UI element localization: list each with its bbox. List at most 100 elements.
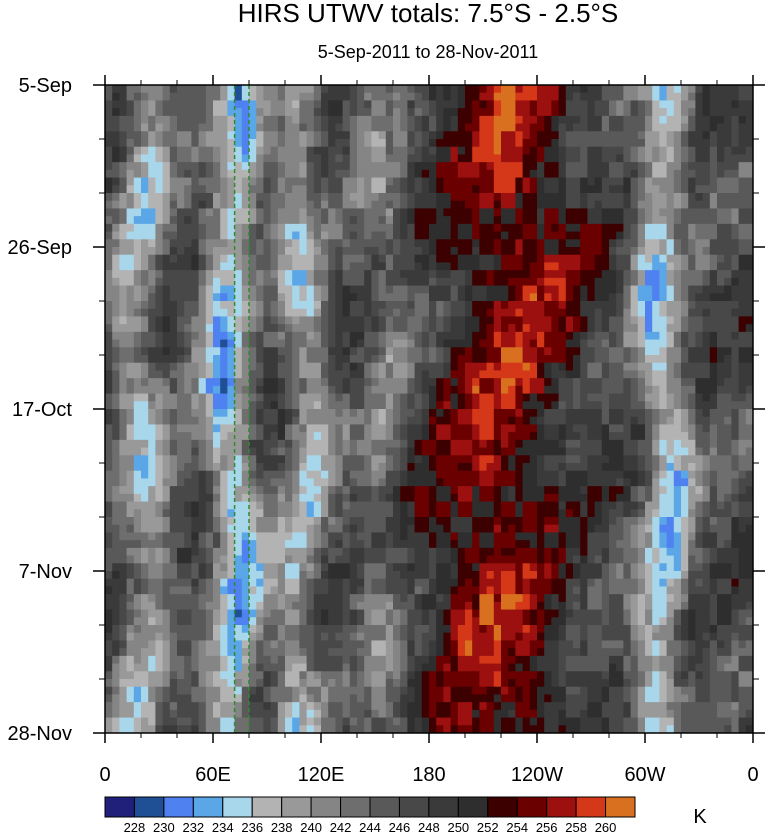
heatmap-cell	[155, 324, 163, 333]
heatmap-cell	[745, 439, 753, 448]
heatmap-cell	[580, 208, 588, 217]
heatmap-cell	[414, 115, 423, 124]
heatmap-cell	[558, 208, 567, 217]
heatmap-cell	[731, 455, 739, 464]
heatmap-cell	[112, 409, 120, 418]
heatmap-cell	[645, 316, 653, 325]
heatmap-cell	[349, 293, 358, 302]
heatmap-cell	[594, 324, 603, 333]
heatmap-cell	[335, 432, 343, 441]
heatmap-cell	[393, 378, 401, 387]
heatmap-cell	[529, 416, 538, 425]
heatmap-cell	[249, 316, 257, 325]
heatmap-cell	[169, 200, 178, 209]
heatmap-cell	[508, 146, 516, 155]
heatmap-cell	[652, 416, 660, 425]
heatmap-cell	[205, 339, 214, 348]
heatmap-cell	[450, 200, 459, 209]
heatmap-cell	[364, 85, 372, 94]
heatmap-cell	[162, 493, 171, 502]
heatmap-cell	[241, 92, 250, 101]
heatmap-cell	[313, 223, 322, 232]
heatmap-cell	[486, 123, 495, 132]
heatmap-cell	[580, 131, 588, 140]
heatmap-cell	[573, 501, 581, 510]
heatmap-cell	[637, 131, 646, 140]
heatmap-cell	[573, 470, 581, 479]
heatmap-cell	[342, 378, 351, 387]
heatmap-cell	[508, 254, 516, 263]
heatmap-cell	[630, 385, 639, 394]
heatmap-cell	[587, 131, 595, 140]
heatmap-cell	[573, 154, 581, 163]
heatmap-cell	[472, 416, 480, 425]
heatmap-cell	[270, 447, 279, 456]
heatmap-cell	[537, 470, 545, 479]
heatmap-cell	[688, 139, 696, 148]
heatmap-cell	[241, 409, 250, 418]
heatmap-cell	[299, 277, 307, 286]
heatmap-cell	[414, 409, 423, 418]
heatmap-cell	[738, 362, 747, 371]
heatmap-cell	[184, 478, 192, 487]
heatmap-cell	[522, 92, 531, 101]
heatmap-cell	[112, 254, 120, 263]
heatmap-cell	[357, 370, 365, 379]
heatmap-cell	[724, 439, 732, 448]
heatmap-cell	[508, 362, 516, 371]
heatmap-cell	[335, 216, 343, 225]
heatmap-cell	[479, 193, 487, 202]
heatmap-cell	[529, 270, 538, 279]
heatmap-cell	[148, 247, 156, 256]
heatmap-cell	[378, 123, 387, 132]
heatmap-cell	[385, 200, 394, 209]
heatmap-cell	[493, 385, 502, 394]
heatmap-cell	[465, 92, 473, 101]
heatmap-cell	[385, 154, 394, 163]
heatmap-cell	[450, 193, 459, 202]
heatmap-cell	[522, 185, 531, 194]
heatmap-cell	[695, 463, 703, 472]
heatmap-cell	[731, 331, 739, 340]
heatmap-cell	[342, 324, 351, 333]
heatmap-cell	[256, 493, 264, 502]
heatmap-cell	[328, 262, 336, 271]
heatmap-cell	[443, 108, 451, 117]
heatmap-cell	[105, 277, 113, 286]
heatmap-cell	[717, 216, 725, 225]
heatmap-cell	[429, 370, 437, 379]
heatmap-cell	[594, 355, 603, 364]
heatmap-cell	[508, 115, 516, 124]
heatmap-cell	[457, 216, 466, 225]
heatmap-cell	[630, 416, 639, 425]
heatmap-cell	[184, 385, 192, 394]
heatmap-cell	[609, 146, 617, 155]
heatmap-cell	[198, 316, 207, 325]
heatmap-cell	[738, 146, 747, 155]
heatmap-cell	[191, 370, 199, 379]
heatmap-cell	[637, 501, 646, 510]
heatmap-cell	[191, 193, 199, 202]
heatmap-cell	[580, 331, 588, 340]
heatmap-cell	[155, 177, 163, 186]
heatmap-cell	[544, 424, 552, 433]
heatmap-cell	[133, 463, 142, 472]
heatmap-cell	[162, 455, 171, 464]
heatmap-cell	[529, 478, 538, 487]
heatmap-cell	[616, 501, 624, 510]
heatmap-cell	[249, 270, 257, 279]
heatmap-cell	[220, 486, 228, 495]
heatmap-cell	[515, 92, 523, 101]
heatmap-cell	[328, 409, 336, 418]
heatmap-cell	[558, 262, 567, 271]
heatmap-cell	[241, 416, 250, 425]
heatmap-cell	[457, 370, 466, 379]
heatmap-cell	[673, 216, 682, 225]
heatmap-cell	[731, 169, 739, 178]
heatmap-cell	[659, 154, 667, 163]
heatmap-cell	[493, 216, 502, 225]
heatmap-cell	[501, 193, 509, 202]
heatmap-cell	[551, 285, 559, 294]
heatmap-cell	[717, 409, 725, 418]
heatmap-cell	[364, 424, 372, 433]
